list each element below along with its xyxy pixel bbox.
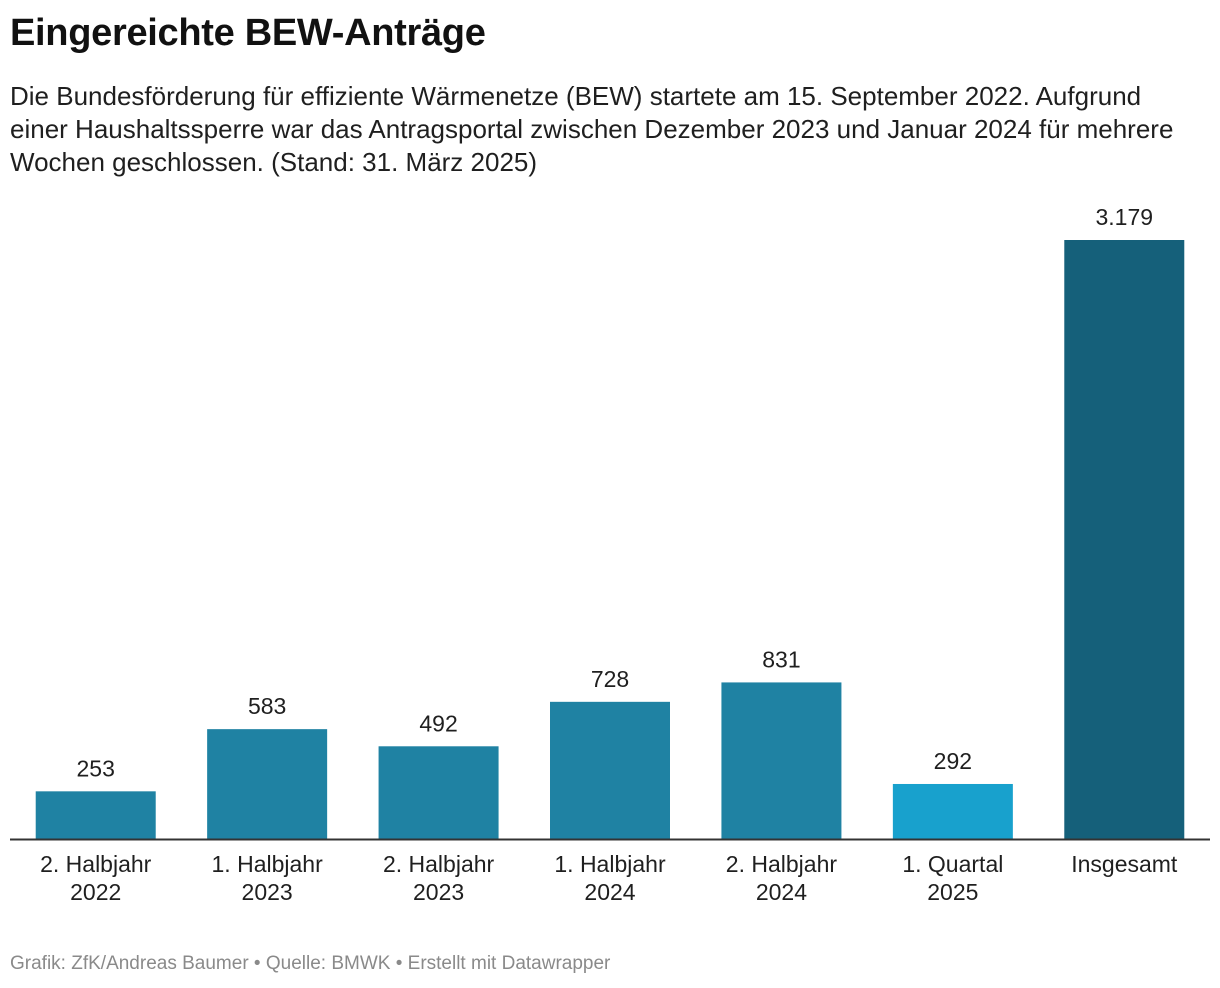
bar-5 (721, 682, 842, 839)
bar-value-label-7: 3.179 (1096, 204, 1154, 230)
x-tick-label-4: 1. Halbjahr 2024 (554, 851, 666, 905)
bar-value-label-6: 292 (934, 748, 972, 774)
chart-footer-credit: Grafik: ZfK/Andreas Baumer • Quelle: BMW… (10, 953, 611, 974)
bar-value-label-3: 492 (419, 710, 457, 736)
x-tick-label-5: 2. Halbjahr 2024 (726, 851, 838, 905)
chart-title: Eingereichte BEW-Anträge (10, 12, 486, 54)
chart-subtitle: Die Bundesförderung für effiziente Wärme… (10, 81, 1174, 177)
bar-4 (550, 701, 670, 839)
bar-value-label-2: 583 (248, 693, 286, 719)
bar-7 (1064, 240, 1185, 839)
bar-1 (35, 791, 156, 839)
x-tick-label-6: 1. Quartal 2025 (902, 851, 1003, 905)
bar-value-label-4: 728 (591, 666, 629, 692)
bar-value-label-5: 831 (762, 646, 800, 672)
bar-3 (378, 746, 499, 839)
bar-6 (892, 783, 1013, 839)
x-tick-label-7: Insgesamt (1071, 851, 1178, 877)
x-tick-label-1: 2. Halbjahr 2022 (40, 851, 152, 905)
x-tick-label-3: 2. Halbjahr 2023 (383, 851, 495, 905)
bar-2 (207, 729, 328, 839)
bar-value-label-1: 253 (77, 755, 115, 781)
x-tick-label-2: 1. Halbjahr 2023 (212, 851, 324, 905)
